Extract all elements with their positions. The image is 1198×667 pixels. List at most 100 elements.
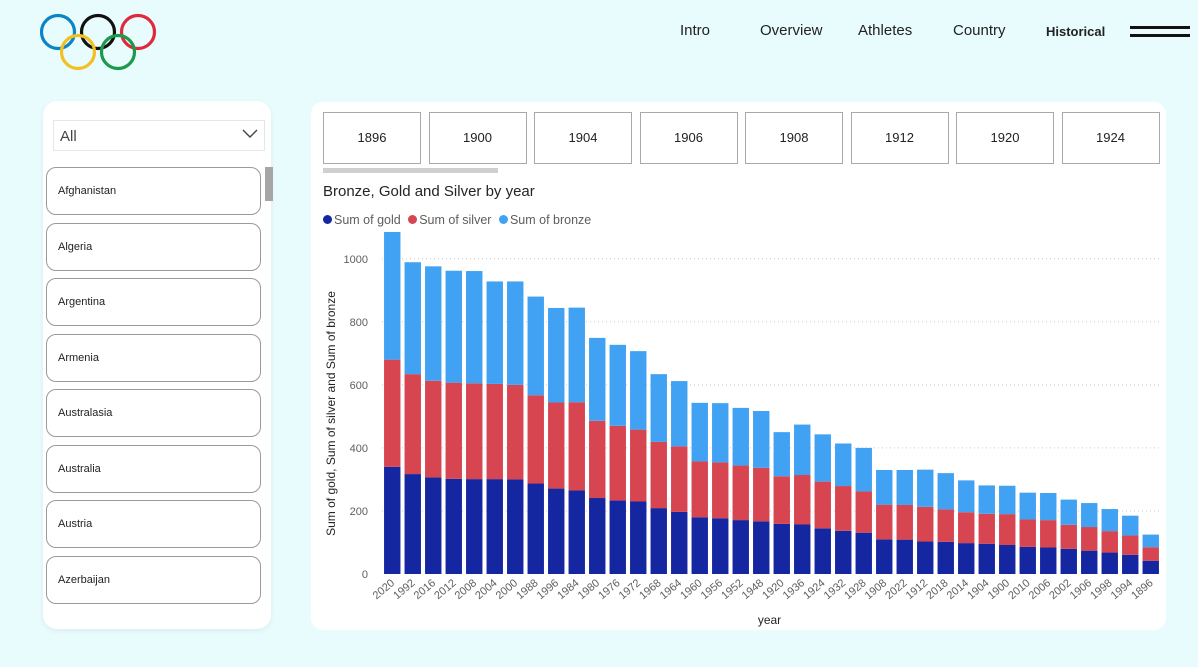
y-tick-label: 400 — [350, 443, 368, 455]
bar-gold — [999, 544, 1016, 574]
bar-gold — [1060, 548, 1077, 574]
bar-silver — [1019, 519, 1036, 547]
x-tick-label: 1924 — [801, 577, 827, 602]
bar-silver — [630, 429, 647, 502]
x-tick-label: 1904 — [965, 577, 991, 602]
bar-silver — [732, 465, 749, 521]
bar-bronze — [1060, 499, 1077, 525]
nav-overview[interactable]: Overview — [760, 22, 823, 39]
bar-bronze — [732, 407, 749, 466]
x-tick-label: 1932 — [822, 577, 848, 602]
bar-silver — [384, 359, 401, 467]
bar-silver — [466, 383, 483, 480]
bar-bronze — [650, 374, 667, 442]
bar-gold — [466, 479, 483, 574]
x-tick-label: 1908 — [863, 577, 889, 602]
bar-silver — [876, 504, 893, 540]
x-tick-label: 2006 — [1027, 577, 1053, 602]
year-tile[interactable]: 1912 — [850, 112, 949, 164]
year-tile[interactable]: 1896 — [323, 112, 421, 164]
y-axis-title: Sum of gold, Sum of silver and Sum of br… — [324, 291, 338, 536]
bar-silver — [958, 512, 975, 544]
year-tile[interactable]: 1900 — [428, 112, 527, 164]
bar-silver — [794, 475, 811, 525]
year-tile[interactable]: 1920 — [956, 112, 1054, 164]
yellow-ring — [59, 33, 97, 71]
x-tick-label: 2014 — [945, 577, 971, 602]
x-tick-label: 2008 — [453, 577, 479, 602]
country-item[interactable]: Australia — [46, 444, 261, 493]
nav-athletes[interactable]: Athletes — [858, 22, 913, 39]
x-tick-label: 1948 — [740, 577, 766, 602]
hamburger-menu-icon[interactable] — [1128, 26, 1190, 42]
country-item[interactable]: Austria — [46, 500, 261, 548]
bar-gold — [507, 479, 524, 574]
country-item[interactable]: Armenia — [46, 333, 261, 382]
legend-gold-dot — [323, 215, 332, 224]
country-item[interactable]: Algeria — [46, 222, 261, 271]
nav-historical[interactable]: Historical — [1046, 24, 1106, 39]
y-tick-label: 800 — [350, 317, 368, 329]
legend-silver-dot — [408, 215, 418, 224]
bar-gold — [753, 521, 770, 574]
bar-gold — [691, 517, 708, 574]
x-axis-title: year — [758, 613, 781, 627]
x-tick-label: 2004 — [473, 577, 499, 602]
bar-silver — [1081, 527, 1098, 551]
bar-gold — [1081, 550, 1098, 574]
country-item[interactable]: Azerbaijan — [46, 555, 261, 604]
year-tile[interactable]: 1908 — [745, 112, 843, 164]
list-scrollbar[interactable] — [265, 167, 273, 201]
bar-gold — [794, 524, 811, 574]
bar-bronze — [855, 447, 872, 492]
legend-bronze-label: Sum of bronze — [509, 213, 592, 227]
bar-silver — [896, 504, 913, 540]
country-item[interactable]: Australasia — [46, 389, 261, 437]
bar-bronze — [425, 266, 442, 381]
olympic-rings-logo — [39, 13, 157, 71]
bar-gold — [425, 477, 442, 574]
x-tick-label: 1984 — [555, 577, 581, 602]
legend-gold[interactable]: Sum of gold — [323, 213, 401, 227]
bar-gold — [876, 539, 893, 574]
bar-silver — [1122, 535, 1139, 555]
bar-gold — [445, 478, 462, 574]
bar-silver — [814, 481, 831, 529]
legend-bronze[interactable]: Sum of bronze — [498, 213, 592, 227]
country-item[interactable]: Argentina — [46, 278, 261, 326]
bar-gold — [732, 520, 749, 574]
year-tiles-scrollbar[interactable] — [323, 168, 498, 173]
x-tick-label: 2012 — [432, 577, 458, 602]
bar-gold — [1122, 554, 1139, 574]
legend-silver[interactable]: Sum of silver — [408, 213, 491, 227]
year-tile[interactable]: 1906 — [639, 112, 738, 164]
bar-bronze — [917, 469, 934, 507]
year-tile[interactable]: 1924 — [1061, 112, 1160, 164]
year-tile[interactable]: 1904 — [534, 112, 632, 164]
bar-gold — [384, 466, 401, 574]
bar-bronze — [1081, 503, 1098, 528]
country-list: Afghanistan Algeria Argentina Armenia Au… — [46, 167, 261, 613]
bar-gold — [978, 543, 995, 574]
x-tick-label: 2020 — [371, 577, 397, 602]
bar-gold — [568, 490, 585, 574]
x-tick-label: 2022 — [883, 577, 909, 602]
x-tick-label: 1900 — [986, 577, 1012, 602]
bar-bronze — [609, 344, 626, 426]
legend-silver-label: Sum of silver — [419, 213, 492, 227]
country-item[interactable]: Afghanistan — [46, 167, 261, 215]
legend-gold-label: Sum of gold — [334, 213, 401, 227]
bar-gold — [630, 501, 647, 574]
nav-intro[interactable]: Intro — [680, 22, 711, 39]
bar-bronze — [589, 337, 606, 421]
legend-bronze-dot — [498, 215, 508, 224]
bar-bronze — [404, 262, 421, 375]
bar-silver — [691, 461, 708, 518]
bar-silver — [548, 402, 565, 489]
x-tick-label: 1960 — [678, 577, 704, 602]
bar-bronze — [896, 469, 913, 505]
country-dropdown[interactable]: All — [53, 120, 265, 151]
bar-silver — [568, 402, 585, 491]
nav-country[interactable]: Country — [953, 22, 1006, 39]
bar-gold — [1019, 546, 1036, 574]
